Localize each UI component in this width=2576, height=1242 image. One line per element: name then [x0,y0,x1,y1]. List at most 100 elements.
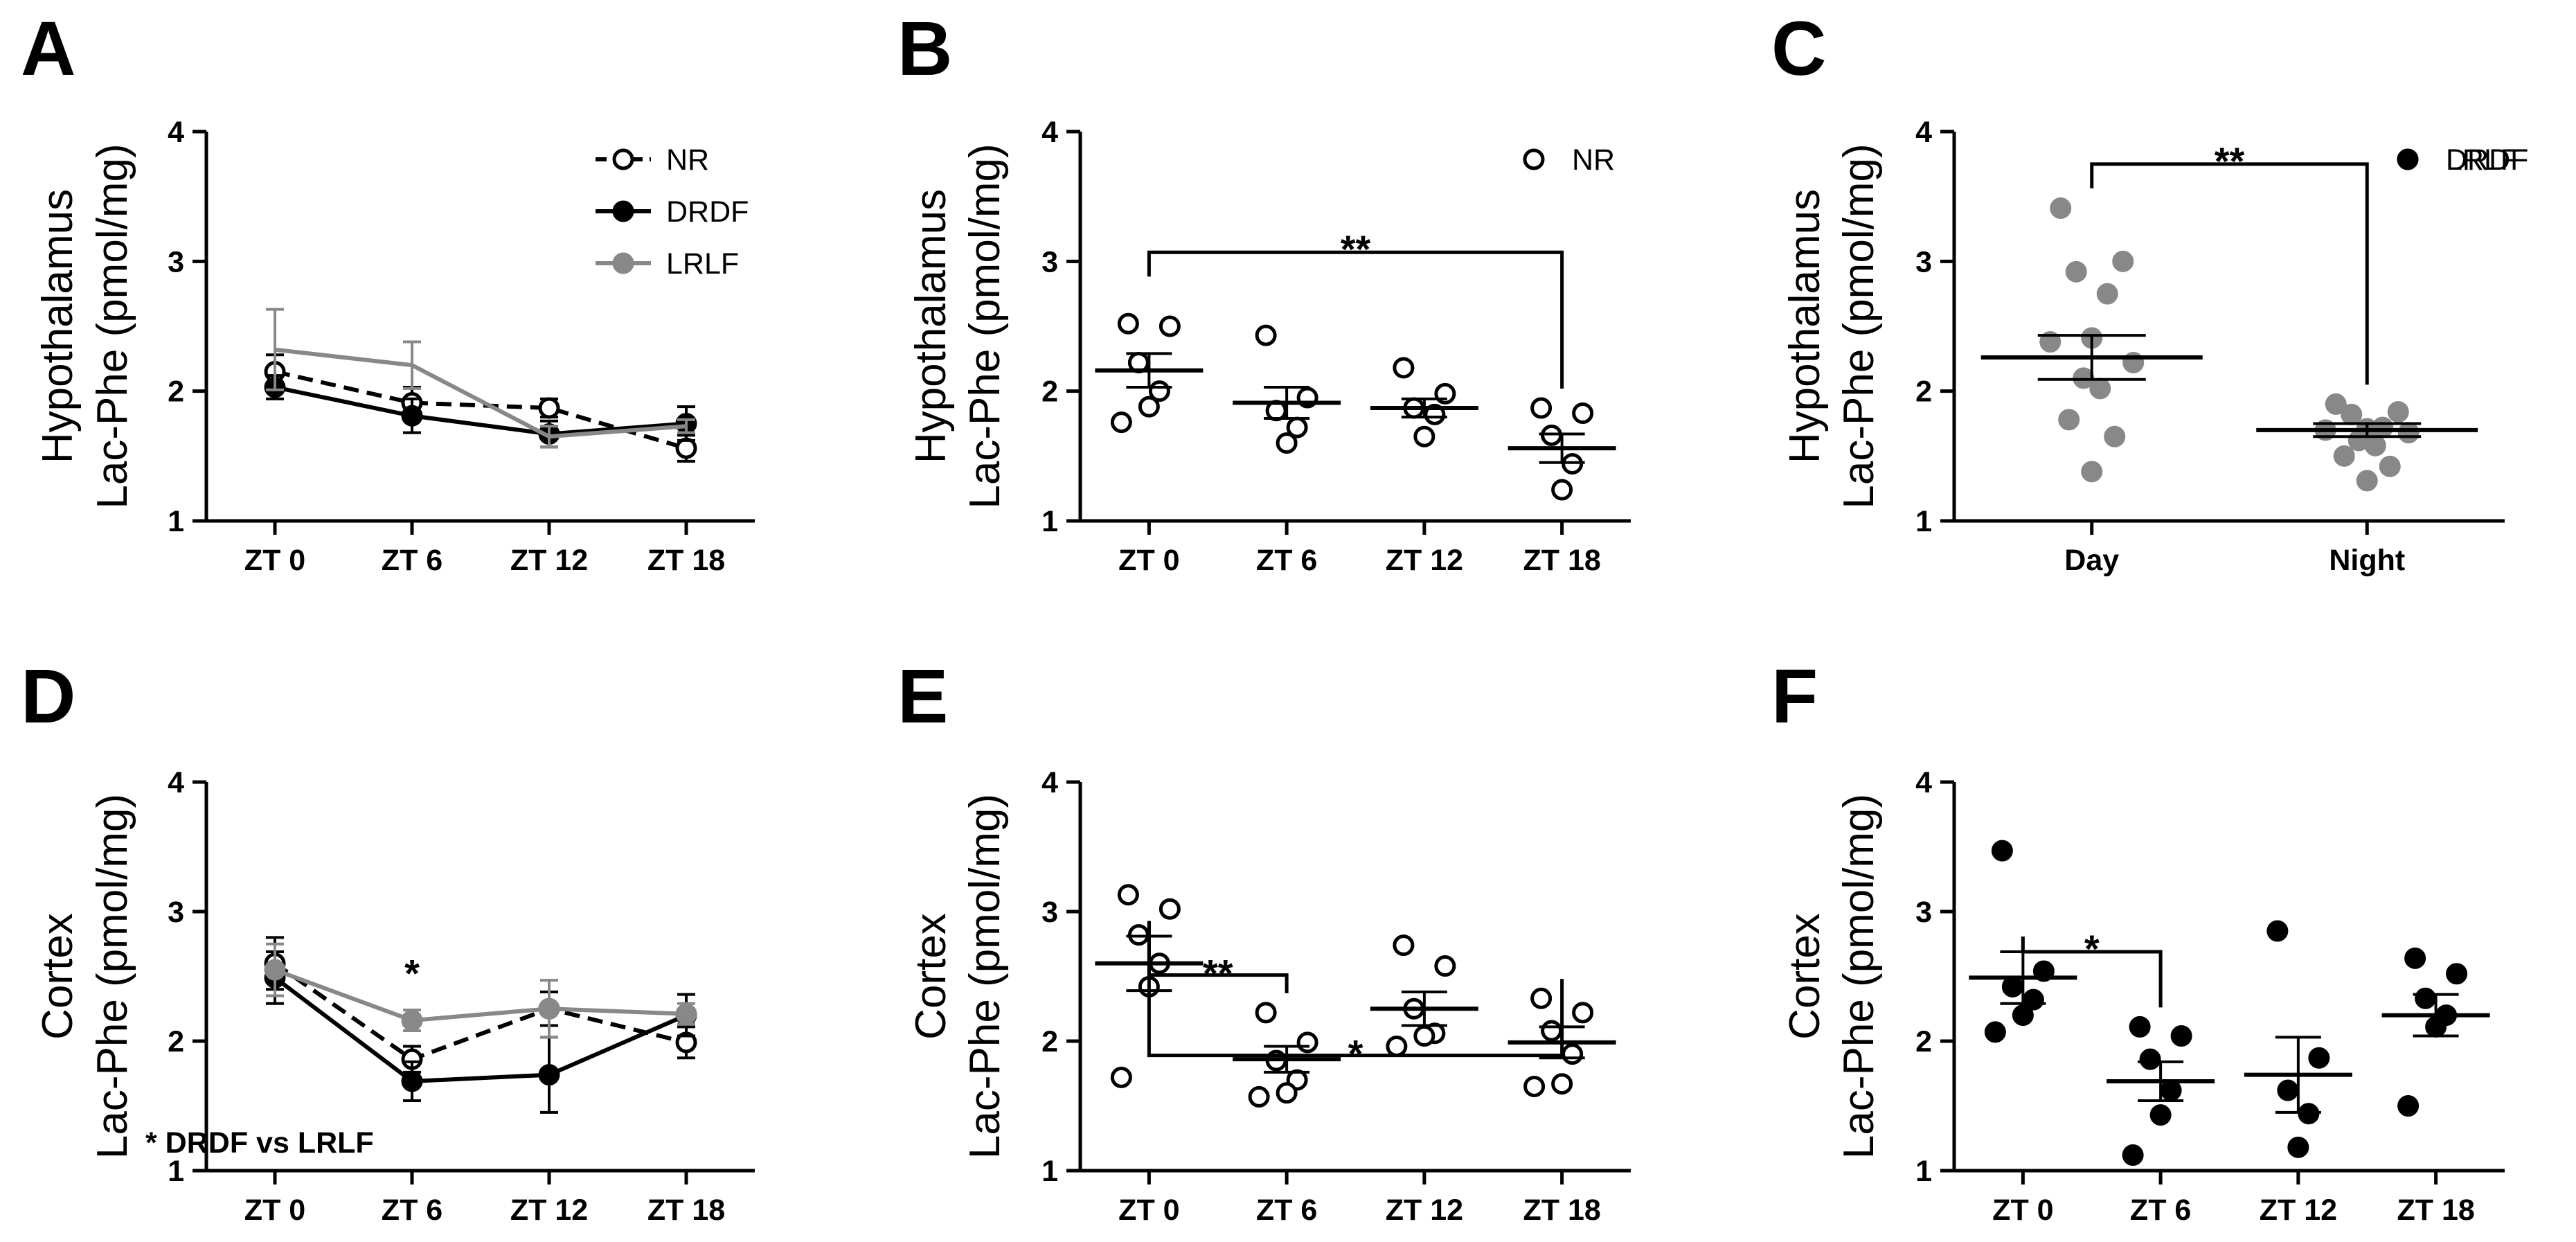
x-tick-label: Night [2329,544,2405,577]
point-lrlf [538,997,560,1020]
data-point [1572,402,1594,425]
significance-bracket [1147,250,1564,389]
legend-label: NR [666,143,709,177]
legend-swatch-marker [2397,148,2419,170]
x-tick-label: ZT 6 [382,1194,442,1227]
y-tick-label: 1 [1041,1155,1058,1188]
y-axis-title-line: Lac-Phe (pmol/mg) [1835,794,1883,1159]
point-drdf [538,1064,560,1086]
y-tick-label: 4 [168,766,184,799]
data-point [1276,1082,1298,1104]
panel-letter-d: D [21,654,75,739]
panel-letter-e: E [897,654,948,739]
data-point [1393,357,1415,379]
data-point [2096,283,2118,305]
data-point [2379,455,2401,477]
significance-label: * [1348,1031,1363,1075]
data-point [2266,920,2289,942]
y-tick-label: 2 [168,375,184,409]
x-tick-label: ZT 6 [382,544,442,577]
legend-label: DRDF [2446,143,2528,177]
data-point [1117,312,1139,335]
panel-a-chart: 1 2 3 4 ZT 0 ZT 6 ZT 12 ZT 18 Hypothalamus Lac-Ph… [34,116,755,577]
data-point [1530,397,1553,419]
x-tick-label: ZT 12 [510,544,588,577]
data-point [2089,378,2111,400]
x-tick-label: ZT 18 [1523,1194,1600,1227]
data-point [1541,1020,1563,1042]
point-drdf [401,1070,423,1092]
y-tick-label: 1 [1915,1155,1932,1188]
y-axis-title-line: Hypothalamus [34,189,82,463]
data-point [2404,947,2426,969]
legend-label: LRLF [2446,143,2519,177]
significance-bracket [1147,921,1564,1058]
point-drdf [401,405,423,427]
data-point [1138,396,1160,418]
data-point [2397,1095,2420,1117]
y-axis-title-line: Lac-Phe (pmol/mg) [961,794,1009,1159]
data-point [2112,250,2134,272]
point-nr [538,397,560,419]
x-tick-label: ZT 0 [244,1194,305,1227]
data-point [1523,1075,1546,1097]
data-point [1413,425,1435,447]
x-tick-label: ZT 0 [1118,1194,1179,1227]
y-axis-title-line: Hypothalamus [907,189,955,463]
panel-letter-c: C [1771,6,1826,91]
data-point [1393,934,1415,957]
y-tick-label: 2 [1041,1025,1058,1058]
x-tick-label: ZT 12 [510,1194,588,1227]
significance-bracket [2090,162,2369,385]
data-point [1551,1073,1573,1095]
data-point [1255,324,1277,346]
data-point [2446,963,2468,985]
data-point [2139,1048,2161,1070]
x-tick-label: ZT 18 [647,544,725,577]
legend-swatch-marker [612,200,634,222]
data-point [1159,315,1181,337]
y-axis-title-line: Lac-Phe (pmol/mg) [89,794,136,1159]
x-tick-label: ZT 0 [1118,544,1179,577]
x-tick-label: ZT 12 [1386,1194,1463,1227]
x-tick-label: Day [2064,544,2119,577]
y-tick-label: 2 [1915,375,1932,409]
data-point [2039,330,2061,353]
y-tick-label: 4 [1915,766,1932,799]
x-tick-label: ZT 0 [1992,1194,2053,1227]
data-point [2129,1015,2151,1038]
legend-label: LRLF [666,247,739,281]
data-point [2356,470,2378,492]
series-line-drdf [274,975,688,1084]
significance-label: * [2084,927,2100,970]
y-tick-label: 2 [1041,375,1058,409]
y-tick-label: 4 [168,116,184,149]
y-tick-label: 1 [1915,505,1932,538]
data-point [2081,461,2103,483]
data-point [2325,393,2347,415]
x-tick-label: ZT 12 [1386,544,1463,577]
x-tick-label: ZT 0 [244,544,305,577]
point-lrlf [401,1009,423,1031]
y-axis-title-line: Lac-Phe (pmol/mg) [89,143,136,508]
data-point [1276,432,1298,454]
data-point [2170,1025,2192,1047]
data-point [2160,1079,2182,1101]
data-point [1296,1031,1318,1054]
x-tick-label: ZT 6 [2130,1194,2191,1227]
panel-letter-a: A [21,6,75,91]
data-point [1386,1035,1408,1057]
y-axis-title-line: Hypothalamus [1781,189,1829,463]
series-line-nr [274,961,687,1062]
y-axis-title-line: Cortex [907,913,955,1040]
data-point [2387,401,2409,423]
y-tick-label: 1 [1041,505,1058,538]
data-point [2065,260,2087,283]
significance-label: ** [1341,227,1371,271]
panel-c-chart: 1 2 3 4 Day Night Hypothalamus Lac-Phe (pmol/mg… [1781,116,2519,577]
y-axis-title-line: Cortex [1781,913,1829,1040]
data-point [1248,1085,1270,1108]
y-tick-label: 4 [1041,766,1058,799]
data-point [1572,1002,1594,1024]
